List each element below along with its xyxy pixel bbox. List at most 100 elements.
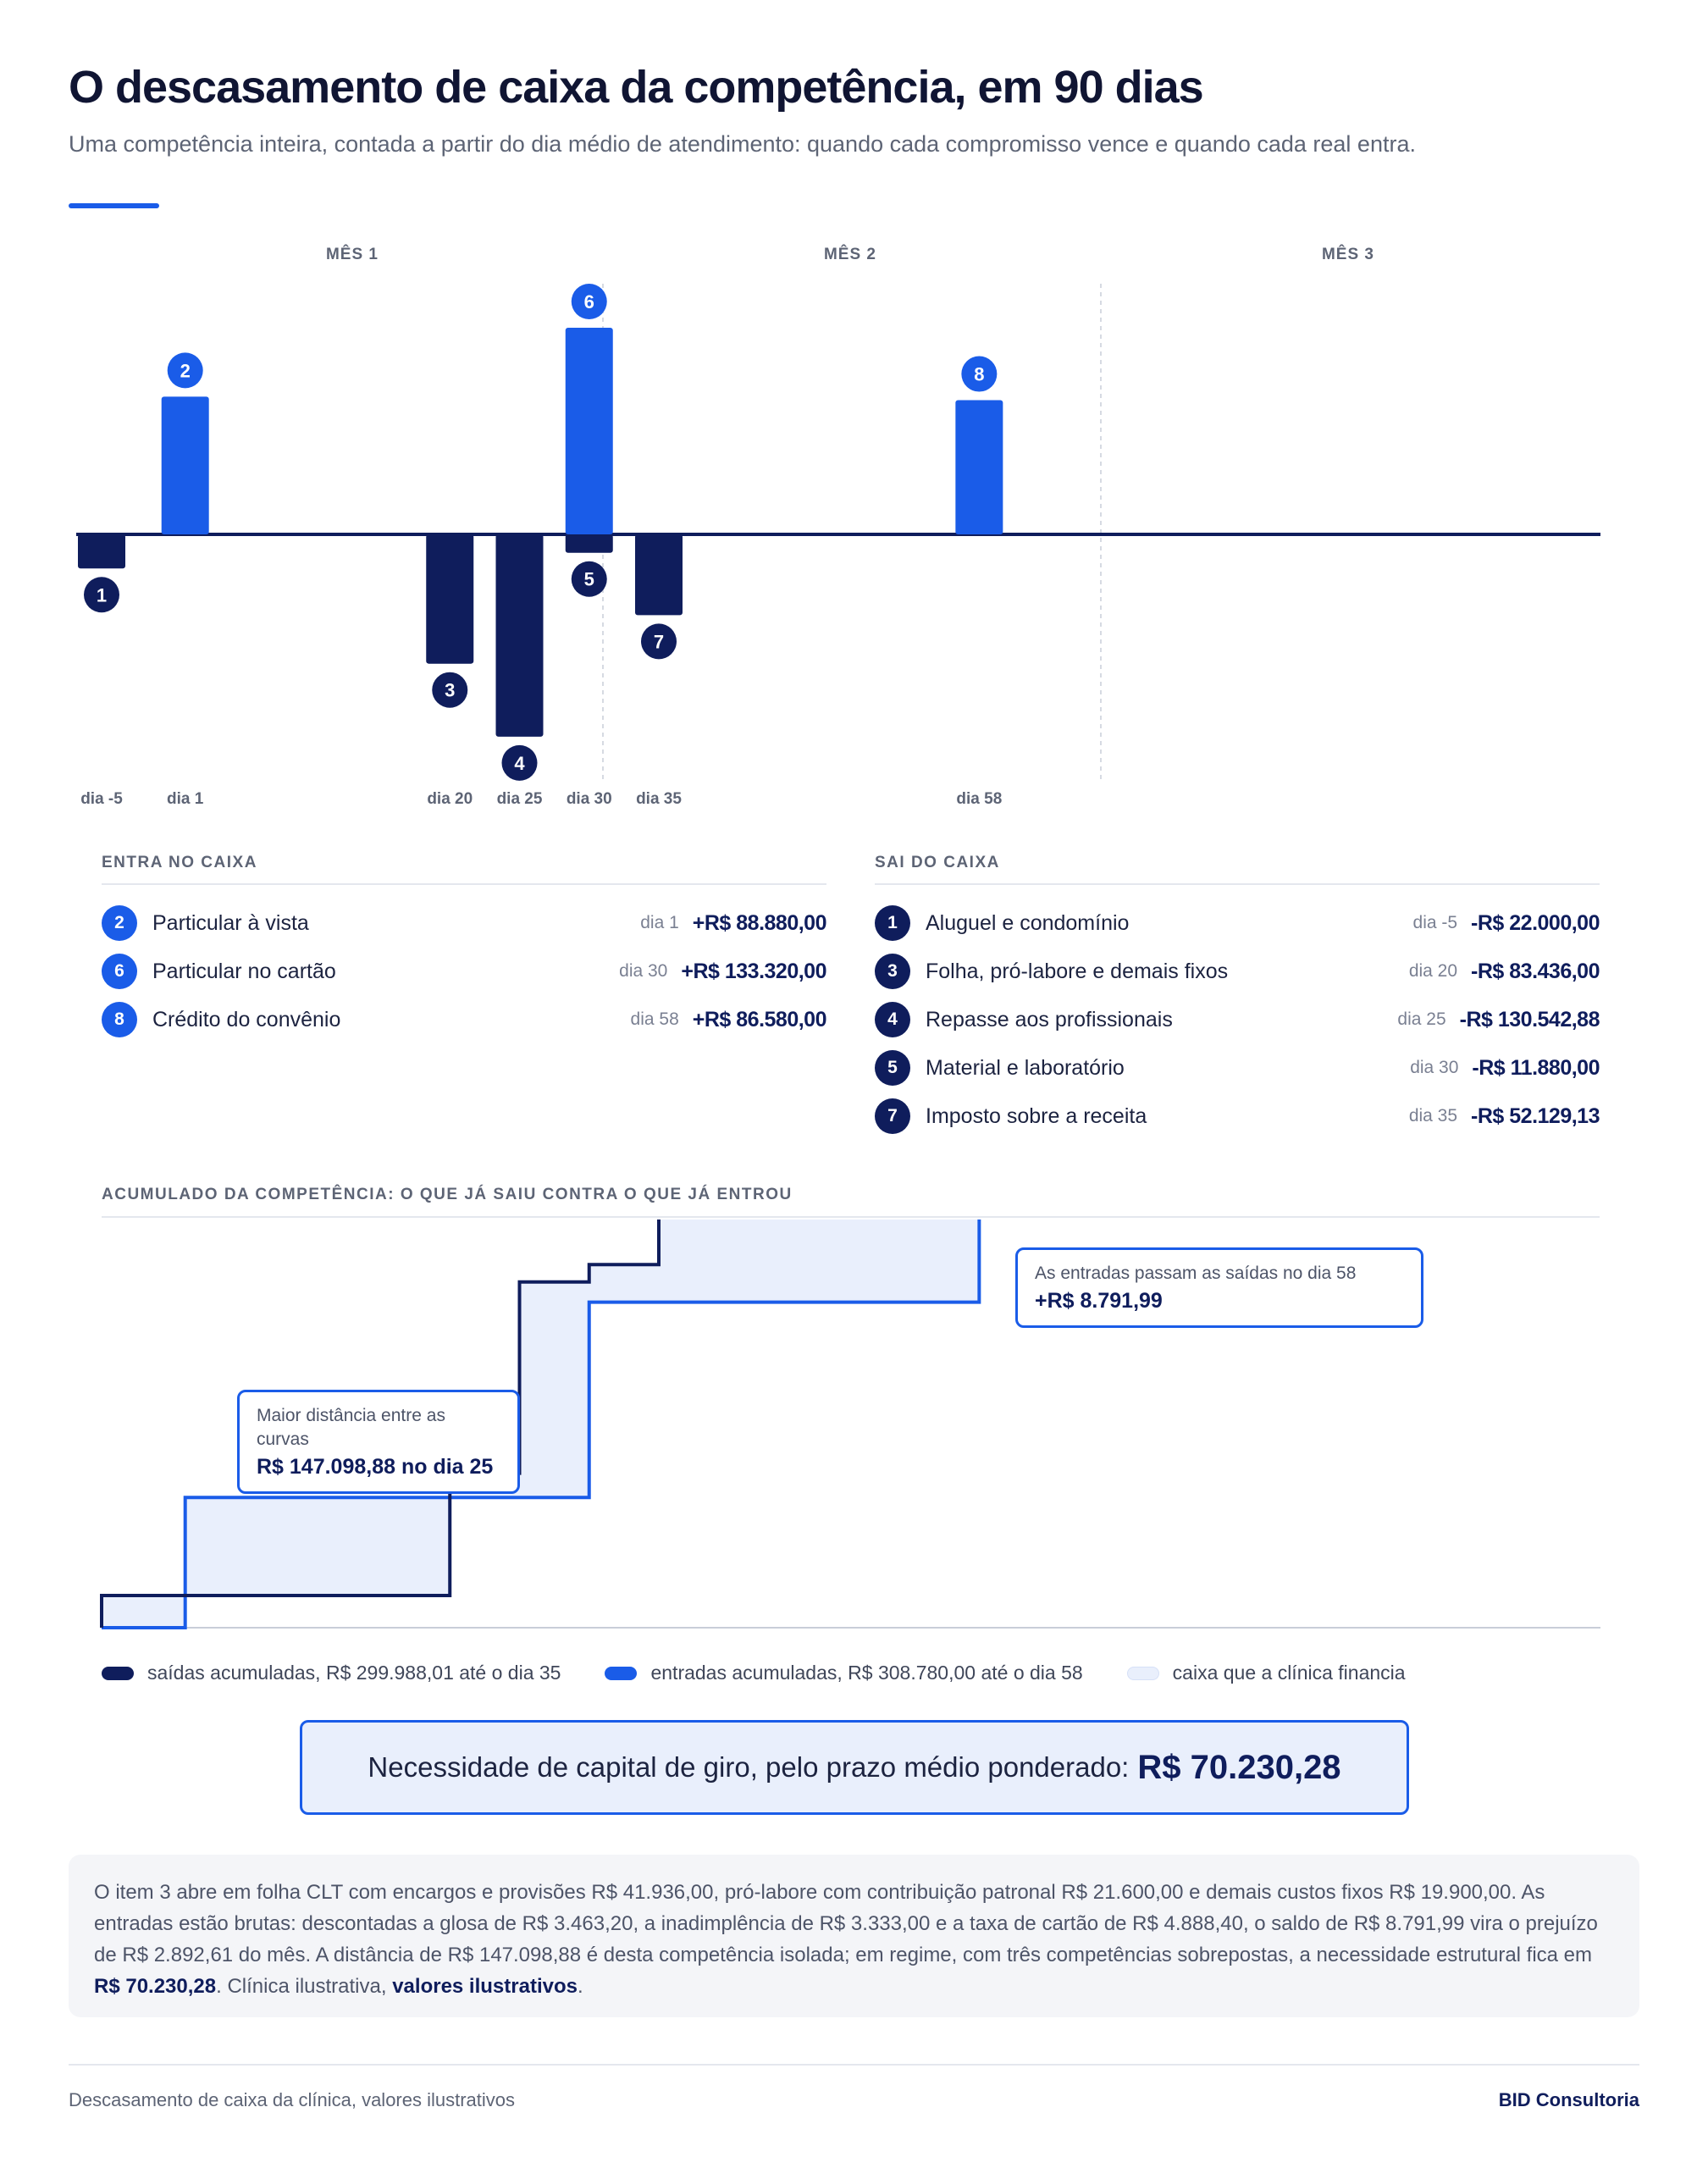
bar-badge-number-6: 6 [584, 291, 594, 312]
legend-saidas: saídas acumuladas, R$ 299.988,01 até o d… [102, 1662, 561, 1684]
saidas-badge: 5 [875, 1050, 910, 1086]
day-label-7: dia 35 [636, 790, 682, 808]
entradas-badge: 8 [102, 1002, 137, 1037]
summary-label: Necessidade de capital de giro, pelo pra… [368, 1751, 1130, 1783]
day-label-3: dia 20 [427, 790, 473, 808]
footer-rule [69, 2064, 1639, 2066]
callout-max-gap-label: Maior distância entre as curvas [257, 1406, 445, 1449]
bar-event-6 [565, 328, 613, 534]
entradas-label: Particular no cartão [152, 959, 336, 983]
bar-badge-number-2: 2 [180, 360, 191, 381]
saidas-day: dia 20 [1408, 961, 1458, 981]
explanatory-note: O item 3 abre em folha CLT com encargos … [69, 1855, 1639, 2017]
day-label-6: dia 30 [566, 790, 612, 808]
entradas-row: 6 Particular no cartão dia 30 +R$ 133.320,0… [102, 953, 826, 990]
saidas-label: Imposto sobre a receita [926, 1103, 1147, 1128]
saidas-badge: 1 [875, 905, 910, 941]
series-saidas-line [100, 1220, 661, 1628]
entradas-badge: 6 [102, 954, 137, 989]
callout-max-gap: Maior distância entre as curvas R$ 147.0… [237, 1390, 520, 1494]
cumulative-rule [102, 1216, 1600, 1218]
bar-badge-1 [84, 577, 119, 613]
day-label-8: dia 58 [956, 790, 1003, 808]
callout-crossover: As entradas passam as saídas no dia 58 +… [1015, 1247, 1423, 1328]
callout-crossover-value: +R$ 8.791,99 [1035, 1289, 1163, 1313]
saidas-day: dia -5 [1412, 913, 1458, 932]
entradas-badge: 2 [102, 905, 137, 941]
note-text-2: . Clínica ilustrativa, [216, 1975, 393, 1998]
saidas-badge: 4 [875, 1002, 910, 1037]
entradas-label: Crédito do convênio [152, 1007, 341, 1031]
saidas-badge: 7 [875, 1098, 910, 1134]
entradas-label: Particular à vista [152, 910, 309, 935]
series-entradas-line [102, 1220, 981, 1629]
saidas-badge: 3 [875, 954, 910, 989]
saidas-value: -R$ 83.436,00 [1471, 959, 1600, 983]
month-label-1: MÊS 1 [325, 246, 379, 263]
entradas-list: 2 Particular à vista dia 1 +R$ 88.880,00 6 Pa… [102, 904, 827, 1038]
entradas-row: 2 Particular à vista dia 1 +R$ 88.880,00 [102, 904, 827, 942]
note-text-1: O item 3 abre em folha CLT com encargos … [94, 1881, 1598, 1966]
bar-badge-2 [167, 352, 203, 389]
bar-badge-5 [571, 561, 607, 597]
saidas-row: 7 Imposto sobre a receita dia 35 -R$ 52.129… [875, 1098, 1600, 1135]
saidas-heading: SAI DO CAIXA [875, 854, 1000, 871]
saidas-row: 3 Folha, pró-labore e demais fixos dia 20-… [875, 953, 1600, 990]
bar-event-8 [955, 400, 1003, 534]
saidas-day: dia 25 [1397, 1009, 1446, 1029]
page-subtitle: Uma competência inteira, contada a parti… [69, 131, 1416, 157]
note-bold-1: R$ 70.230,28 [94, 1975, 217, 1998]
bar-badge-number-8: 8 [974, 364, 984, 385]
legend-saidas-swatch [102, 1666, 134, 1680]
bar-event-4 [495, 534, 544, 737]
callout-crossover-label: As entradas passam as saídas no dia 58 [1035, 1264, 1357, 1283]
page-title: O descasamento de caixa da competência, … [69, 62, 1204, 113]
saidas-value: -R$ 52.129,13 [1471, 1103, 1600, 1128]
callout-max-gap-value: R$ 147.098,88 no dia 25 [257, 1455, 494, 1479]
bar-event-2 [161, 396, 209, 534]
bar-badge-number-4: 4 [514, 753, 525, 774]
saidas-row: 5 Material e laboratório dia 30 -R$ 11.880,… [875, 1049, 1600, 1087]
saidas-list: 1 Aluguel e condomínio dia -5 -R$ 22.000,00… [875, 904, 1600, 1135]
day-label-2: dia 1 [167, 790, 204, 808]
bar-event-5 [565, 534, 613, 553]
footer-caption: Descasamento de caixa da clínica, valore… [69, 2089, 516, 2110]
entradas-value: +R$ 88.880,00 [692, 910, 827, 935]
saidas-value: -R$ 11.880,00 [1472, 1055, 1600, 1080]
accent-bar [69, 203, 159, 208]
legend-saidas-label: saídas acumuladas, R$ 299.988,01 até o d… [147, 1662, 561, 1684]
bar-event-7 [635, 534, 683, 616]
entradas-row: 8 Crédito do convênio dia 58 +R$ 86.580,00 [102, 1001, 827, 1038]
entradas-day: dia 1 [640, 913, 679, 932]
day-label-1: dia -5 [80, 790, 123, 808]
saidas-label: Material e laboratório [926, 1055, 1125, 1080]
bar-badge-number-7: 7 [654, 631, 664, 652]
cumulative-legend: saídas acumuladas, R$ 299.988,01 até o d… [102, 1662, 1406, 1684]
entradas-day: dia 58 [630, 1009, 679, 1029]
entradas-day: dia 30 [619, 961, 668, 981]
saidas-day: dia 30 [1410, 1058, 1459, 1077]
day-label-4: dia 25 [496, 790, 543, 808]
saidas-rule [875, 883, 1600, 885]
saidas-label: Folha, pró-labore e demais fixos [926, 959, 1229, 983]
month-label-3: MÊS 3 [1321, 246, 1375, 263]
bar-badge-6 [571, 284, 607, 320]
cashflow-bar-chart: 1 2 3 4 5 6 7 8 [76, 284, 1600, 781]
note-text-3: . [577, 1975, 583, 1998]
financed-area [102, 1220, 980, 1628]
bar-badge-3 [432, 672, 468, 708]
legend-financed-swatch [1126, 1666, 1159, 1680]
legend-financed: caixa que a clínica financia [1126, 1662, 1406, 1684]
bar-badge-number-1: 1 [97, 584, 107, 606]
legend-entradas: entradas acumuladas, R$ 308.780,00 até o… [605, 1662, 1083, 1684]
cumulative-heading: ACUMULADO DA COMPETÊNCIA: O QUE JÁ SAIU … [102, 1186, 793, 1203]
entradas-value: +R$ 133.320,00 [681, 959, 826, 983]
cumulative-chart [100, 1220, 1600, 1629]
bar-badge-4 [501, 744, 538, 781]
summary-value: R$ 70.230,28 [1137, 1748, 1341, 1786]
legend-entradas-swatch [605, 1666, 638, 1680]
saidas-label: Aluguel e condomínio [926, 910, 1130, 935]
saidas-row: 1 Aluguel e condomínio dia -5 -R$ 22.000,00 [875, 904, 1600, 942]
working-capital-summary: Necessidade de capital de giro, pelo pra… [300, 1720, 1409, 1815]
saidas-label: Repasse aos profissionais [926, 1007, 1173, 1031]
